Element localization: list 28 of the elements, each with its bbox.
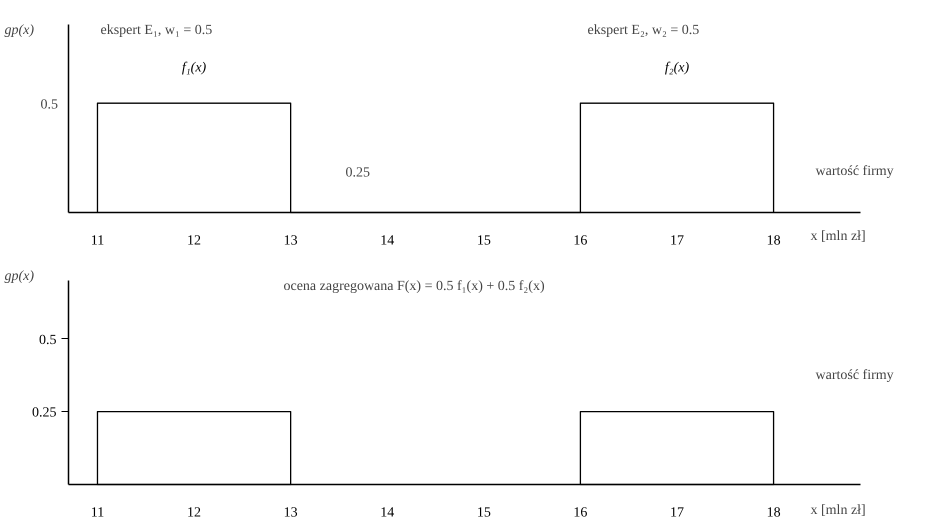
x-tick-label: 14 bbox=[380, 506, 394, 520]
x-tick-label: 15 bbox=[476, 506, 491, 520]
x-tick-label: 11 bbox=[90, 506, 104, 520]
x-tick-label: 12 bbox=[187, 234, 202, 248]
y-axis-title: gp(x) bbox=[4, 23, 34, 38]
text: ekspert E₂, w₂ = 0.5 bbox=[588, 23, 700, 38]
x-axis-title: x [mln zł] bbox=[810, 229, 866, 244]
x-tick-label: 17 bbox=[670, 234, 684, 248]
x-tick-label: 13 bbox=[284, 506, 298, 520]
annotation: wartość firmy bbox=[816, 164, 894, 179]
text: ekspert E₁, w₁ = 0.5 bbox=[100, 23, 212, 38]
x-tick-label: 15 bbox=[476, 234, 491, 248]
x-tick-label: 16 bbox=[573, 234, 588, 248]
x-tick-label: 11 bbox=[90, 234, 104, 248]
x-axis-title: x [mln zł] bbox=[810, 503, 866, 518]
x-tick-label: 18 bbox=[766, 234, 781, 248]
y-axis-title: gp(x) bbox=[4, 269, 34, 284]
x-tick-label: 16 bbox=[573, 506, 588, 520]
annotation: wartość firmy bbox=[816, 368, 894, 383]
x-tick-label: 13 bbox=[284, 234, 298, 248]
x-tick-label: 14 bbox=[380, 234, 394, 248]
annotation: ocena zagregowana F(x) = 0.5 f₁(x) + 0.5 f₂(x) bbox=[284, 279, 545, 294]
annotation: f₁(x) bbox=[182, 60, 207, 76]
x-tick-label: 17 bbox=[670, 506, 684, 520]
x-tick-label: 12 bbox=[187, 506, 202, 520]
annotation: 0.25 bbox=[346, 166, 370, 180]
annotation: f₂(x) bbox=[664, 60, 690, 76]
x-tick-label: 18 bbox=[766, 506, 781, 520]
